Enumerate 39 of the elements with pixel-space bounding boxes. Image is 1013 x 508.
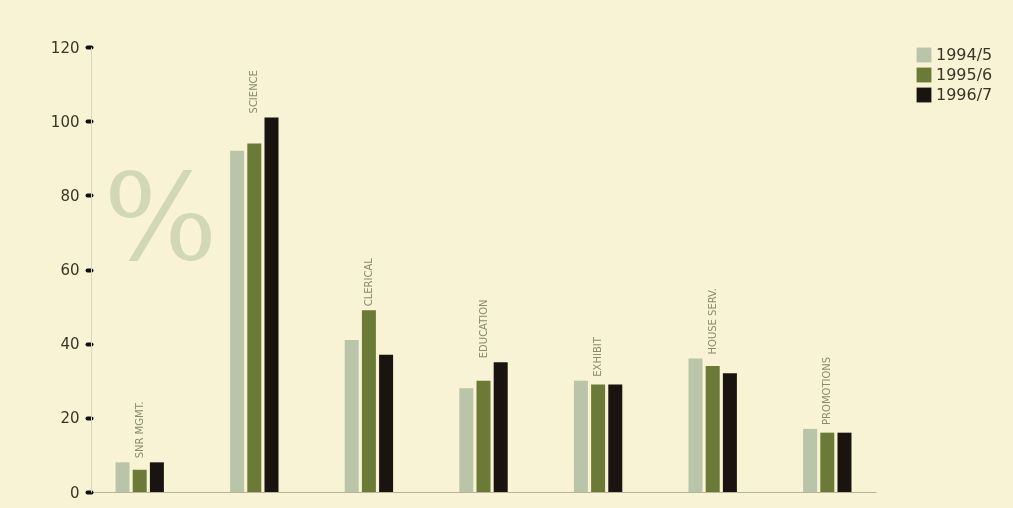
bar [493,362,508,492]
x-tick-label: CLERICAL [362,257,374,307]
bar [459,388,474,492]
y-tick-label: 40 [60,335,80,354]
bar [608,384,623,492]
bar [149,462,164,492]
bar [361,310,376,492]
legend-label: 1994/5 [936,45,993,64]
bar [264,117,279,492]
y-tick-label: 100 [50,112,80,131]
bar [247,143,262,492]
bar [705,365,720,492]
bar [132,469,147,492]
x-tick-label: SNR MGMT. [133,401,145,459]
bar [573,380,588,492]
bar [837,432,852,492]
bar [591,384,606,492]
y-tick-label: 80 [60,186,80,205]
bar [803,428,818,492]
bar [688,358,703,492]
y-tick-label: 60 [60,261,80,279]
x-tick-label: EXHIBIT [592,336,604,377]
bar [115,462,130,492]
x-tick-label: EDUCATION [477,299,489,359]
bar [344,339,359,492]
y-tick-label: 0 [69,483,80,502]
bar [379,354,394,492]
bar [230,150,245,492]
y-tick-label: 20 [60,409,80,428]
x-tick-label: SCIENCE [248,70,260,114]
y-tick-label: 120 [50,38,80,57]
bar [722,373,737,492]
bar [476,380,491,492]
y-axis-title: % [103,147,218,287]
x-tick-label: PROMOTIONS [821,356,833,425]
bar [820,432,835,492]
x-tick-label: HOUSE SERV. [706,288,718,355]
legend-label: 1995/6 [936,65,993,84]
legend-label: 1996/7 [936,85,993,104]
